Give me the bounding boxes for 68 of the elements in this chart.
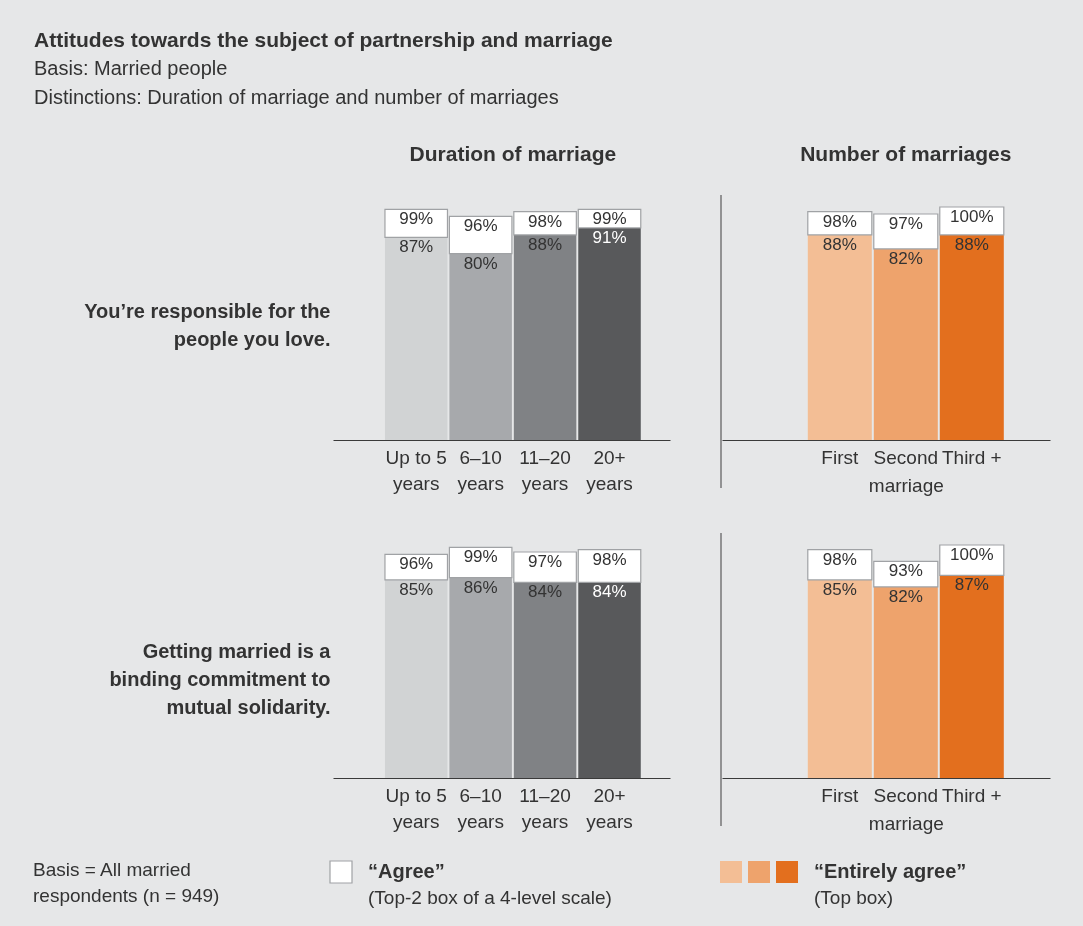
x-axis-title: marriage (868, 474, 944, 496)
data-label: 88% (528, 234, 563, 254)
x-tick-label: 11–20 years (519, 784, 571, 832)
bar (807, 234, 872, 440)
x-tick-label: 6–10 years (457, 784, 504, 832)
total-label: 99% (399, 209, 434, 229)
text: Distinctions: Duration of marriage and number of marriages (34, 86, 559, 108)
text: (Top-2 box of a 4-level scale) (368, 887, 612, 908)
total-label: 99% (463, 547, 498, 567)
data-label: 80% (463, 253, 498, 273)
data-label: 91% (592, 227, 627, 247)
bar (939, 234, 1004, 440)
total-label: 97% (888, 213, 923, 233)
data-label: 85% (399, 579, 434, 599)
total-label: 96% (399, 554, 434, 574)
y-axis-title: Getting married is a binding commitment to mutual solidarity. (109, 639, 332, 718)
total-label: 100% (950, 207, 994, 226)
data-label: 84% (592, 582, 627, 602)
y-axis-title: You’re responsible for the people you love. (84, 299, 331, 350)
bar (873, 586, 938, 778)
total-label: 98% (528, 211, 563, 231)
total-label: 98% (592, 549, 627, 569)
total-label: 98% (822, 211, 857, 231)
text: (Top box) (814, 887, 894, 908)
text: Basis: Married people (34, 57, 228, 79)
chart-title: Duration of marriage (409, 142, 617, 165)
bar (384, 579, 448, 778)
data-label: 85% (822, 579, 857, 599)
bar (578, 227, 641, 440)
x-tick-label: Up to 5 years (385, 784, 447, 832)
bar (807, 579, 872, 778)
x-tick-label: Third + (941, 784, 1002, 806)
text: Basis = All married respondents (n = 949) (33, 859, 220, 906)
bar (384, 237, 448, 440)
data-label: 87% (399, 237, 434, 257)
data-label: 84% (528, 582, 563, 602)
x-tick-label: Third + (941, 446, 1002, 468)
x-tick-label: First (821, 446, 859, 468)
x-tick-label: First (821, 784, 859, 806)
x-tick-label: 11–20 years (519, 446, 571, 494)
x-tick-label: 20+ years (586, 446, 633, 494)
data-label: 87% (954, 575, 989, 595)
total-label: 100% (950, 545, 994, 564)
text: Attitudes towards the subject of partnership and marriage (34, 28, 613, 51)
data-label: 82% (888, 248, 923, 268)
x-tick-label: Up to 5 years (385, 446, 447, 494)
total-label: 93% (888, 561, 923, 581)
x-tick-label: Second (873, 784, 939, 806)
bar (578, 582, 641, 778)
legend-label: “Agree” (368, 860, 445, 882)
x-tick-label: 20+ years (586, 784, 633, 832)
x-axis-title: marriage (868, 812, 944, 834)
bar (513, 582, 577, 778)
chart-title: Number of marriages (800, 142, 1012, 165)
data-label: 86% (463, 577, 498, 597)
bar (939, 575, 1004, 778)
legend-label: “Entirely agree” (814, 860, 967, 882)
bar (873, 248, 938, 440)
bar (513, 234, 577, 440)
x-tick-label: 6–10 years (457, 446, 504, 494)
total-label: 99% (592, 209, 627, 229)
data-label: 88% (822, 234, 857, 254)
total-label: 96% (463, 216, 498, 236)
total-label: 98% (822, 549, 857, 569)
data-label: 82% (888, 586, 923, 606)
data-label: 88% (954, 234, 989, 254)
total-label: 97% (528, 551, 563, 571)
x-tick-label: Second (873, 446, 939, 468)
